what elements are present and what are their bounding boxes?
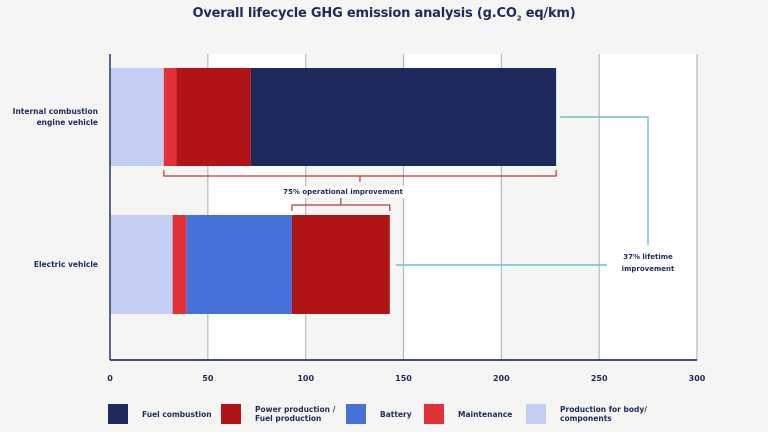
annotation-lifetime: 37% lifetime improvement (621, 253, 675, 273)
legend-swatch (526, 404, 546, 424)
bar-segment (250, 68, 557, 166)
legend-item-production-body: Production for body/components (526, 404, 647, 424)
bar-segment (291, 215, 390, 314)
category-label-ice: Internal combustion engine vehicle (12, 107, 98, 127)
x-tick-label: 200 (493, 374, 510, 383)
category-label-ev: Electric vehicle (33, 260, 98, 269)
legend-swatch (221, 404, 241, 424)
annotation-operational: 75% operational improvement (268, 186, 418, 198)
legend-item-maintenance: Maintenance (424, 404, 512, 424)
x-tick-label: 0 (107, 374, 113, 383)
x-tick-label: 50 (202, 374, 214, 383)
chart-title: Overall lifecycle GHG emission analysis … (192, 6, 576, 23)
legend-item-fuel-combustion: Fuel combustion (108, 404, 212, 424)
x-tick-label: 300 (689, 374, 706, 383)
bar-segment (172, 215, 187, 314)
legend-label: Battery (380, 409, 412, 419)
legend-item-battery: Battery (346, 404, 412, 424)
lifetime-connector-top (560, 116, 649, 245)
bar-segment (186, 215, 292, 314)
x-tick-label: 250 (591, 374, 608, 383)
legend-swatch (346, 404, 366, 424)
bar-segment (176, 68, 251, 166)
legend-label: Maintenance (458, 409, 513, 419)
legend: Fuel combustion Power production / Fuel p… (0, 404, 768, 428)
bar-segment (163, 68, 177, 166)
legend-label: Power production / Fuel production (255, 405, 336, 423)
legend-label: Production for body/components (560, 405, 648, 423)
bar-segment (110, 68, 164, 166)
legend-swatch (424, 404, 444, 424)
x-tick-label: 100 (297, 374, 314, 383)
legend-item-power-production: Power production / Fuel production (221, 404, 335, 424)
bar-segment (110, 215, 173, 314)
legend-label: Fuel combustion (142, 409, 212, 419)
x-tick-label: 150 (395, 374, 412, 383)
legend-swatch (108, 404, 128, 424)
